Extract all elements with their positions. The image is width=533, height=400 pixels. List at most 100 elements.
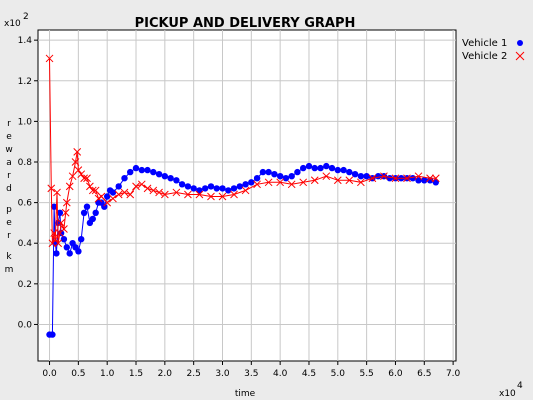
- point-vehicle-2: [357, 178, 365, 187]
- point-vehicle-1: [89, 215, 97, 223]
- point-vehicle-2: [88, 186, 97, 195]
- point-vehicle-1: [265, 168, 272, 176]
- y-tick-label: 0.0: [18, 320, 33, 330]
- point-vehicle-2: [91, 186, 100, 195]
- point-vehicle-1: [288, 173, 295, 180]
- x-tick-label: 0.0: [42, 369, 57, 379]
- point-vehicle-1: [115, 183, 122, 190]
- point-vehicle-1: [161, 173, 168, 180]
- x-tick-label: 1.0: [100, 369, 115, 379]
- point-vehicle-1: [386, 175, 393, 182]
- x-tick-label: 5.5: [359, 369, 373, 379]
- point-vehicle-2: [149, 186, 158, 195]
- point-vehicle-2: [230, 190, 238, 199]
- point-vehicle-1: [409, 175, 416, 182]
- point-vehicle-1: [66, 250, 73, 257]
- point-vehicle-2: [241, 186, 250, 195]
- point-vehicle-1: [340, 166, 347, 174]
- point-vehicle-2: [264, 178, 273, 187]
- x-tick-label: 0.5: [71, 369, 85, 379]
- x-tick-label: 1.5: [129, 369, 143, 379]
- point-vehicle-2: [74, 166, 83, 174]
- point-vehicle-1: [78, 236, 85, 243]
- point-vehicle-2: [426, 174, 434, 183]
- point-vehicle-1: [173, 177, 180, 184]
- y-tick-label: 0.8: [18, 158, 33, 168]
- point-vehicle-1: [253, 175, 261, 182]
- point-vehicle-2: [368, 174, 377, 183]
- point-vehicle-2: [160, 190, 169, 199]
- point-vehicle-2: [126, 190, 135, 199]
- point-vehicle-1: [150, 168, 157, 176]
- legend-label-vehicle-2: Vehicle 2: [462, 51, 507, 62]
- point-vehicle-2: [299, 178, 308, 187]
- point-vehicle-1: [375, 173, 382, 180]
- point-vehicle-2: [80, 174, 88, 183]
- point-vehicle-1: [80, 209, 88, 216]
- point-vehicle-2: [57, 219, 65, 227]
- x-axis-ticks: 0.0 0.5 1.0 1.5 2.0 2.5 3.0 3.5 4.0 4.5 5.0 5.5 6.0 6…: [42, 361, 461, 379]
- x-tick-label: 4.0: [273, 369, 288, 379]
- x-tick-label: 2.5: [187, 369, 201, 379]
- point-vehicle-2: [54, 239, 63, 248]
- x-axis-label: time: [235, 389, 256, 399]
- point-vehicle-1: [196, 187, 203, 194]
- point-vehicle-1: [357, 173, 365, 180]
- chart-title: PICKUP AND DELIVERY GRAPH: [135, 16, 356, 31]
- point-vehicle-1: [351, 171, 359, 178]
- point-vehicle-2: [287, 180, 296, 189]
- point-vehicle-1: [57, 229, 65, 237]
- point-vehicle-1: [121, 175, 128, 182]
- x-multiplier-exponent: 4: [517, 381, 523, 391]
- point-vehicle-2: [120, 188, 129, 197]
- point-vehicle-1: [271, 171, 278, 178]
- point-vehicle-1: [49, 331, 56, 338]
- point-vehicle-2: [322, 172, 331, 181]
- point-vehicle-1: [225, 187, 232, 194]
- point-vehicle-2: [137, 180, 146, 189]
- point-vehicle-2: [60, 225, 68, 233]
- y-label-char: e: [6, 218, 12, 228]
- point-vehicle-2: [50, 229, 58, 237]
- point-vehicle-1: [346, 168, 353, 176]
- point-vehicle-2: [71, 158, 80, 166]
- point-vehicle-1: [277, 173, 284, 180]
- point-vehicle-1: [421, 177, 428, 184]
- point-vehicle-1: [236, 183, 243, 190]
- legend: Vehicle 1 Vehicle 2: [462, 38, 525, 62]
- point-vehicle-1: [202, 185, 209, 192]
- point-vehicle-2: [143, 184, 152, 193]
- y-label-char: w: [5, 145, 12, 155]
- point-vehicle-1: [155, 171, 163, 178]
- x-multiplier: x10: [499, 389, 516, 399]
- point-vehicle-2: [195, 190, 204, 199]
- y-label-char: d: [6, 184, 12, 194]
- y-axis-ticks: 0.0 0.2 0.4 0.6 0.8 1.0 1.2 1.4: [18, 36, 38, 330]
- x-tick-label: 4.5: [302, 369, 316, 379]
- point-vehicle-1: [63, 244, 70, 251]
- point-vehicle-1: [328, 164, 336, 172]
- point-vehicle-2: [114, 190, 123, 199]
- x-tick-label: 2.0: [158, 369, 173, 379]
- point-vehicle-2: [218, 192, 227, 201]
- point-vehicle-1: [178, 181, 186, 188]
- point-vehicle-2: [403, 174, 411, 183]
- y-label-char: p: [6, 205, 12, 215]
- point-vehicle-1: [184, 183, 192, 190]
- point-vehicle-2: [333, 176, 342, 185]
- point-vehicle-1: [334, 166, 341, 174]
- point-vehicle-2: [155, 188, 163, 197]
- point-vehicle-2: [109, 194, 117, 203]
- point-vehicle-1: [109, 189, 117, 196]
- point-vehicle-1: [432, 179, 439, 186]
- point-vehicle-1: [219, 185, 226, 192]
- point-vehicle-2: [391, 174, 400, 183]
- point-vehicle-2: [47, 184, 56, 193]
- y-tick-label: 0.4: [18, 239, 33, 249]
- y-tick-label: 0.2: [18, 280, 32, 290]
- point-vehicle-1: [75, 248, 82, 255]
- y-label-char: r: [7, 231, 11, 241]
- series-line-vehicle-2: [49, 58, 436, 244]
